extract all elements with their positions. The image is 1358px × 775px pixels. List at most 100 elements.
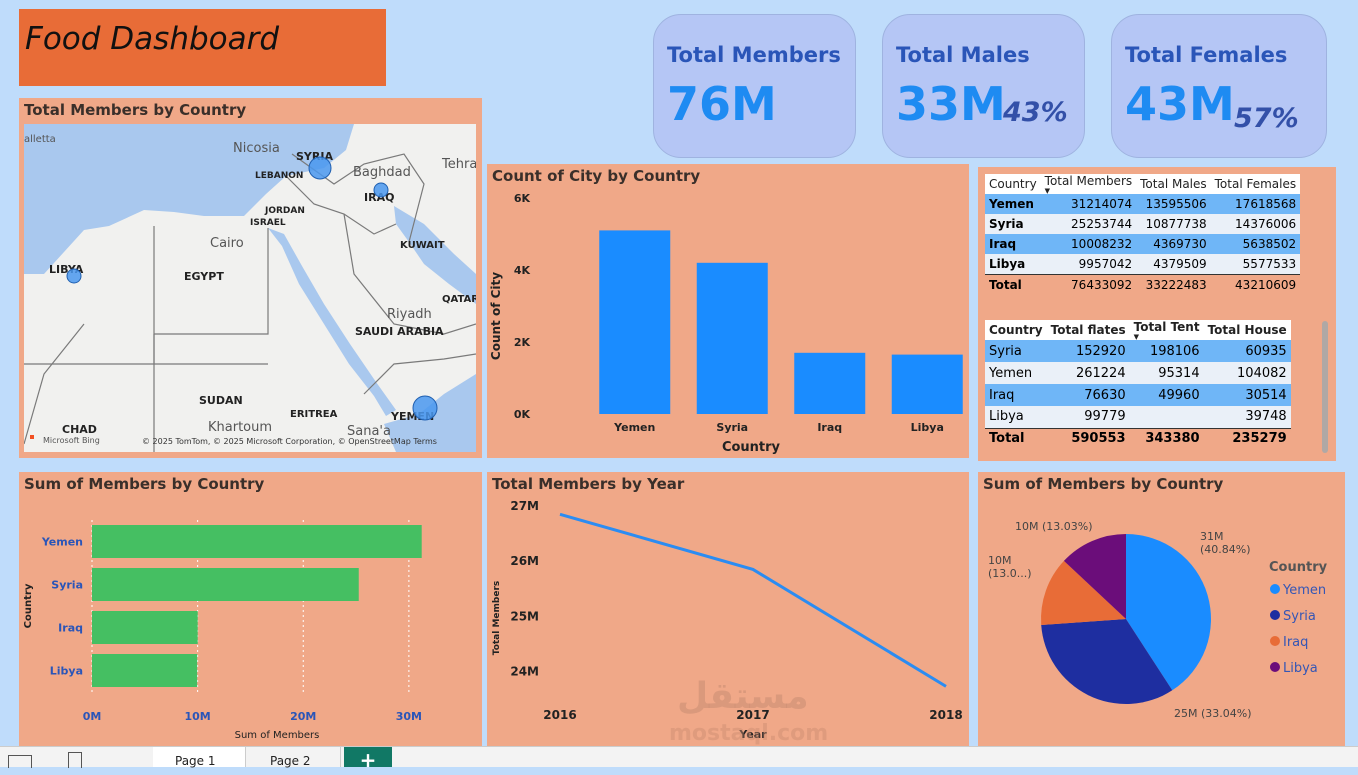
x-tick-label: Yemen	[613, 421, 655, 434]
add-page-button[interactable]: +	[344, 747, 392, 772]
x-tick-label: 2018	[929, 708, 962, 722]
bar	[92, 611, 198, 644]
members-bar-xlabel: Sum of Members	[235, 730, 320, 741]
map-bubble-iraq[interactable]	[373, 182, 389, 198]
page-icon[interactable]	[68, 752, 82, 768]
y-tick-label: 24M	[510, 664, 539, 678]
pie-data-label: (40.84%)	[1200, 543, 1251, 556]
members-pie-panel[interactable]: Sum of Members by Country Country 31M (40…	[978, 472, 1345, 746]
map-bubble-yemen[interactable]	[412, 395, 438, 421]
map-city-nicosia: Nicosia	[233, 141, 280, 156]
bar	[696, 262, 768, 414]
y-tick-label: 27M	[510, 499, 539, 513]
members-bar-chart[interactable]: Country Sum of Members 0M 10M 20M 30MYemenS…	[19, 472, 482, 746]
members-bar-panel[interactable]: Sum of Members by Country Country Sum of…	[19, 472, 482, 746]
housing-table[interactable]: Country Total flates Total Tent ▼ Total H…	[985, 320, 1291, 449]
y-tick-label: Syria	[51, 579, 83, 592]
kpi-percent: 43%	[1003, 97, 1068, 128]
table-row[interactable]: Yemen 31214074 13595506 17618568	[985, 194, 1301, 214]
bar	[92, 525, 422, 558]
watermark-latin: mostaql.com	[669, 721, 828, 746]
bing-label: Microsoft Bing	[43, 436, 100, 445]
kpi-value: 76M	[667, 77, 777, 131]
map-city-sanaa: Sana'a	[347, 424, 391, 439]
members-year-title: Total Members by Year	[492, 475, 685, 493]
map-label-lebanon: LEBANON	[255, 171, 303, 181]
map-label-chad: CHAD	[62, 423, 97, 436]
table-row[interactable]: Libya 9957042 4379509 5577533	[985, 254, 1301, 275]
legend-label: Iraq	[1283, 635, 1308, 650]
bing-logo-icon	[30, 435, 34, 439]
table-row[interactable]: Iraq 76630 49960 30514	[985, 384, 1291, 406]
pie-data-label: 25M (33.04%)	[1174, 707, 1252, 720]
map-city-cairo: Cairo	[210, 236, 244, 251]
tables-panel[interactable]: Country Total Members ▼ Total Males Total…	[978, 167, 1336, 461]
view-icon[interactable]	[8, 755, 32, 768]
legend-label: Libya	[1283, 661, 1318, 676]
y-tick-label: 0K	[514, 408, 531, 421]
x-tick-label: 30M	[396, 710, 422, 723]
bar	[891, 354, 963, 414]
pie-slice	[1041, 619, 1173, 704]
x-tick-label: 20M	[290, 710, 316, 723]
table-row[interactable]: Libya 99779 39748	[985, 406, 1291, 428]
watermark-arabic: مستقل	[677, 676, 809, 717]
members-year-ylabel: Total Members	[492, 581, 502, 656]
table-scrollbar[interactable]	[1322, 321, 1328, 453]
kpi-card-total-males[interactable]: Total Males 33M 43%	[882, 14, 1085, 158]
housing-table-header[interactable]: Total House	[1203, 320, 1291, 340]
city-count-ylabel: Count of City	[489, 272, 503, 360]
tab-page-2[interactable]: Page 2	[248, 747, 341, 768]
map-label-eritrea: ERITREA	[290, 409, 338, 420]
table-row[interactable]: Syria 25253744 10877738 14376006	[985, 214, 1301, 234]
members-bar-title: Sum of Members by Country	[24, 475, 265, 493]
y-tick-label: 26M	[510, 554, 539, 568]
kpi-card-total-members[interactable]: Total Members 76M	[653, 14, 856, 158]
table-row[interactable]: Syria 152920 198106 60935	[985, 340, 1291, 362]
city-count-chart[interactable]: Count of City Country 0K 2K 4K 6K Yemen Syria…	[487, 164, 969, 458]
map-canvas[interactable]: SYRIA IRAQ LEBANON JORDAN ISRAEL KUWAIT …	[24, 124, 476, 452]
city-count-panel[interactable]: Count of City by Country Count of City C…	[487, 164, 969, 458]
members-table-header[interactable]: Total Males	[1136, 174, 1211, 194]
y-tick-label: 2K	[514, 336, 531, 349]
bar	[92, 568, 359, 601]
map-city-baghdad: Baghdad	[353, 165, 411, 180]
dashboard-title: Food Dashboard	[25, 21, 280, 57]
members-pie-chart[interactable]: Country 31M(40.84%) 25M (33.04%) 10M(13.0.…	[978, 472, 1345, 746]
y-tick-label: 25M	[510, 609, 539, 623]
table-row[interactable]: Iraq 10008232 4369730 5638502	[985, 234, 1301, 254]
table-row[interactable]: Yemen 261224 95314 104082	[985, 362, 1291, 384]
series-line	[559, 512, 947, 688]
members-table[interactable]: Country Total Members ▼ Total Males Total…	[985, 174, 1301, 296]
legend-marker	[1270, 636, 1280, 646]
bar	[92, 654, 198, 687]
map-bubble-syria[interactable]	[308, 156, 332, 180]
legend-label: Yemen	[1282, 583, 1326, 598]
map-label-israel: ISRAEL	[250, 218, 286, 228]
map-panel[interactable]: Total Members by Country SYRIA IRAQ LEBA…	[19, 98, 482, 458]
housing-table-header[interactable]: Country	[985, 320, 1047, 340]
x-tick-label: Iraq	[817, 421, 842, 434]
members-year-panel[interactable]: Total Members by Year Total Members Year…	[487, 472, 969, 746]
kpi-value: 43M	[1125, 77, 1235, 131]
y-tick-label: Iraq	[58, 622, 83, 635]
x-tick-label: 2017	[736, 708, 769, 722]
housing-table-header[interactable]: Total flates	[1046, 320, 1130, 340]
map-label-egypt: EGYPT	[184, 270, 224, 283]
members-pie-title: Sum of Members by Country	[983, 475, 1224, 493]
housing-table-header[interactable]: Total Tent ▼	[1129, 320, 1204, 341]
members-year-chart[interactable]: Total Members Year مستقل mostaql.com 24M…	[487, 472, 969, 746]
legend-marker	[1270, 610, 1280, 620]
legend-marker	[1270, 662, 1280, 672]
tab-page-1[interactable]: Page 1	[153, 747, 246, 768]
members-table-header[interactable]: Country	[985, 174, 1041, 194]
pie-data-label: 10M	[988, 554, 1012, 567]
members-table-header[interactable]: Total Members ▼	[1040, 174, 1137, 195]
table-total-row: Total 76433092 33222483 43210609	[985, 274, 1301, 296]
persian-gulf	[394, 206, 476, 304]
pie-data-label: 10M (13.03%)	[1015, 520, 1093, 533]
map-city-khartoum: Khartoum	[208, 420, 272, 435]
map-bubble-libya[interactable]	[66, 268, 82, 284]
members-table-header[interactable]: Total Females	[1210, 174, 1301, 194]
kpi-card-total-females[interactable]: Total Females 43M 57%	[1111, 14, 1327, 158]
